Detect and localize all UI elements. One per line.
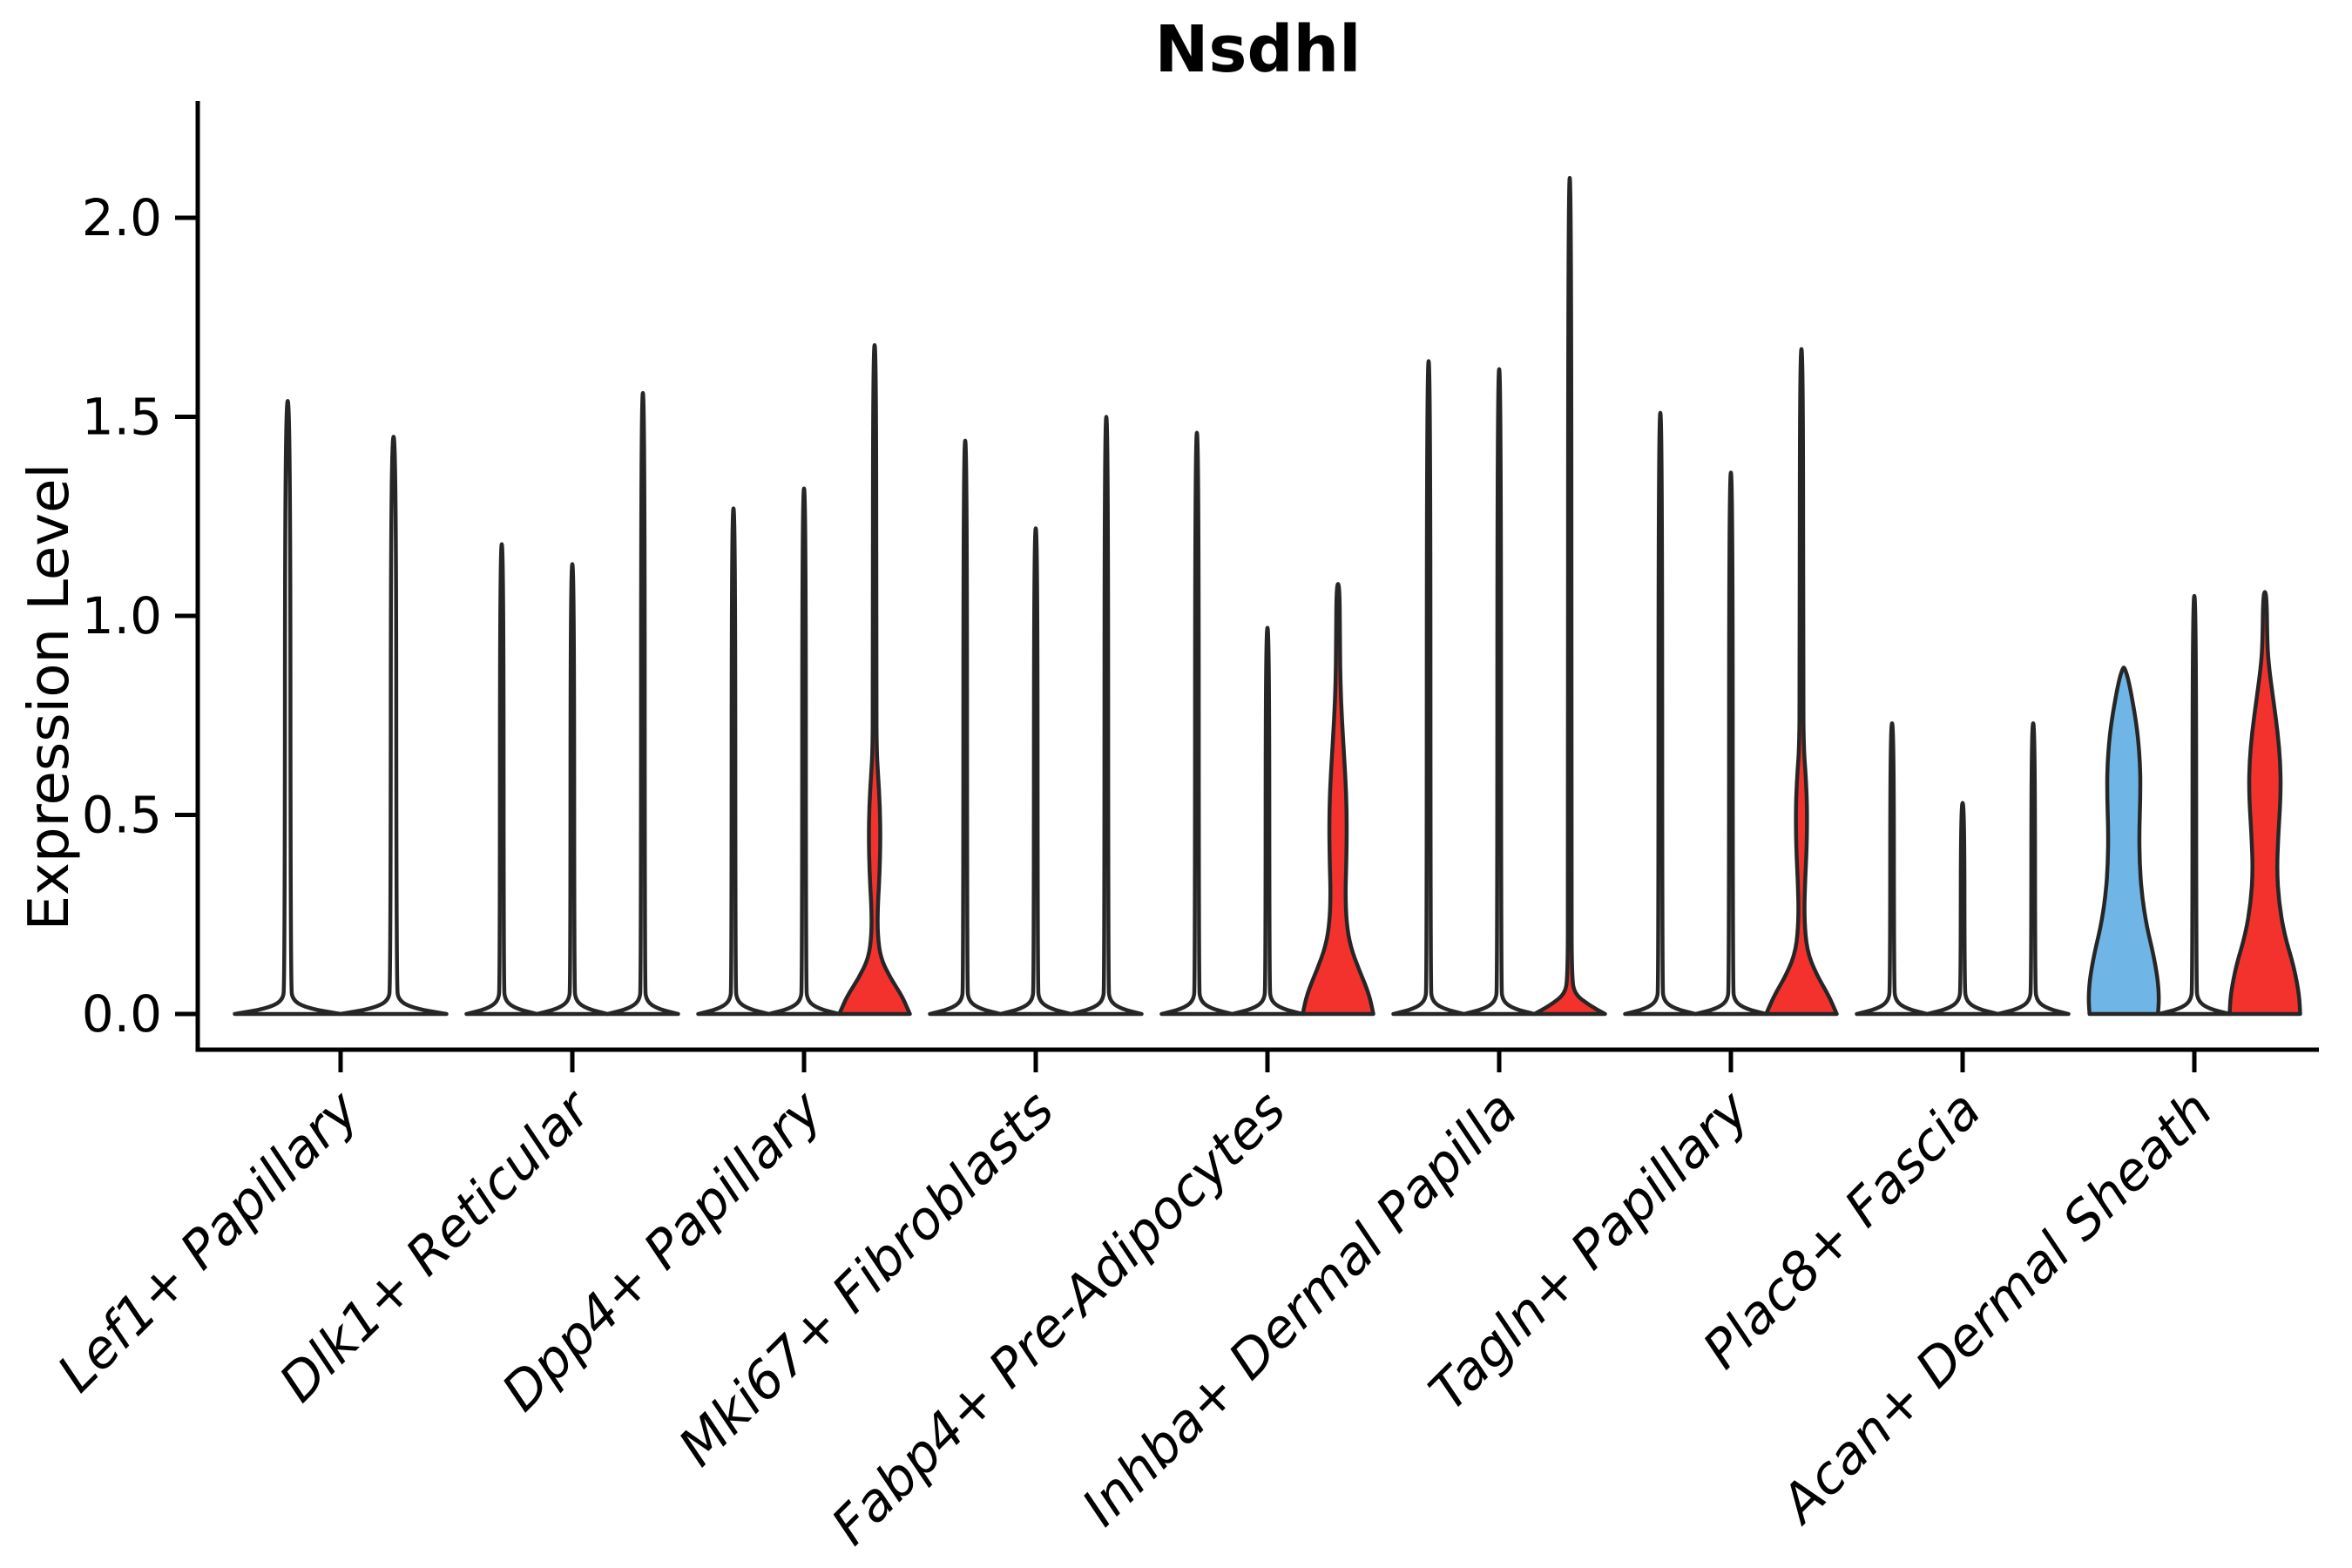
violin-inhba-dermal-papilla-2 bbox=[1462, 367, 1537, 1017]
violin-dlk1-reticular-3 bbox=[605, 390, 680, 1017]
x-tick-label: Inhba+ Dermal Papilla bbox=[1071, 1079, 1529, 1538]
y-tick-label: 0.5 bbox=[82, 786, 162, 845]
violin-dpp4-papillary-3 bbox=[837, 342, 912, 1017]
x-tick-label: Acan+ Dermal Sheath bbox=[1767, 1079, 2225, 1537]
violin-inhba-dermal-papilla-1 bbox=[1391, 359, 1466, 1017]
violin-fabp4-pre-adipocytes-3 bbox=[1301, 582, 1375, 1017]
violin-dpp4-papillary-1 bbox=[696, 506, 771, 1017]
violin-lef1-papillary-1 bbox=[233, 398, 343, 1017]
violin-acan-dermal-sheath-1 bbox=[2086, 666, 2161, 1017]
y-tick-label: 1.0 bbox=[82, 586, 162, 645]
x-tick-label: Fabp4+ Pre-Adipocytes bbox=[820, 1079, 1297, 1557]
violin-plac8-fascia-3 bbox=[1996, 721, 2071, 1017]
y-tick-label: 0.0 bbox=[82, 984, 162, 1044]
violin-dpp4-papillary-2 bbox=[767, 486, 841, 1017]
violin-plac8-fascia-1 bbox=[1855, 721, 1930, 1017]
violin-dlk1-reticular-2 bbox=[535, 562, 610, 1017]
violin-lef1-papillary-2 bbox=[338, 435, 449, 1017]
x-tick-label: Mki67+ Fibroblasts bbox=[667, 1079, 1066, 1478]
violin-inhba-dermal-papilla-3 bbox=[1532, 176, 1607, 1017]
violin-mki67-fibroblasts-2 bbox=[998, 526, 1073, 1017]
violin-mki67-fibroblasts-1 bbox=[928, 438, 1003, 1017]
violin-tagln-papillary-1 bbox=[1623, 410, 1698, 1017]
chart-title: Nsdhl bbox=[1155, 12, 1362, 87]
violin-fabp4-pre-adipocytes-1 bbox=[1159, 430, 1234, 1017]
violins bbox=[233, 176, 2302, 1017]
violin-plac8-fascia-2 bbox=[1925, 801, 2000, 1017]
y-axis-label: Expression Level bbox=[17, 463, 82, 931]
violin-tagln-papillary-2 bbox=[1693, 470, 1768, 1017]
y-tick-label: 1.5 bbox=[82, 388, 162, 447]
y-tick-label: 2.0 bbox=[82, 188, 162, 247]
violin-dlk1-reticular-1 bbox=[464, 542, 539, 1017]
violin-acan-dermal-sheath-3 bbox=[2227, 590, 2302, 1017]
violin-tagln-papillary-3 bbox=[1764, 347, 1839, 1017]
axes bbox=[175, 101, 2319, 1072]
violin-acan-dermal-sheath-2 bbox=[2157, 593, 2232, 1017]
violin-fabp4-pre-adipocytes-2 bbox=[1230, 625, 1305, 1017]
violin-mki67-fibroblasts-3 bbox=[1069, 415, 1144, 1017]
